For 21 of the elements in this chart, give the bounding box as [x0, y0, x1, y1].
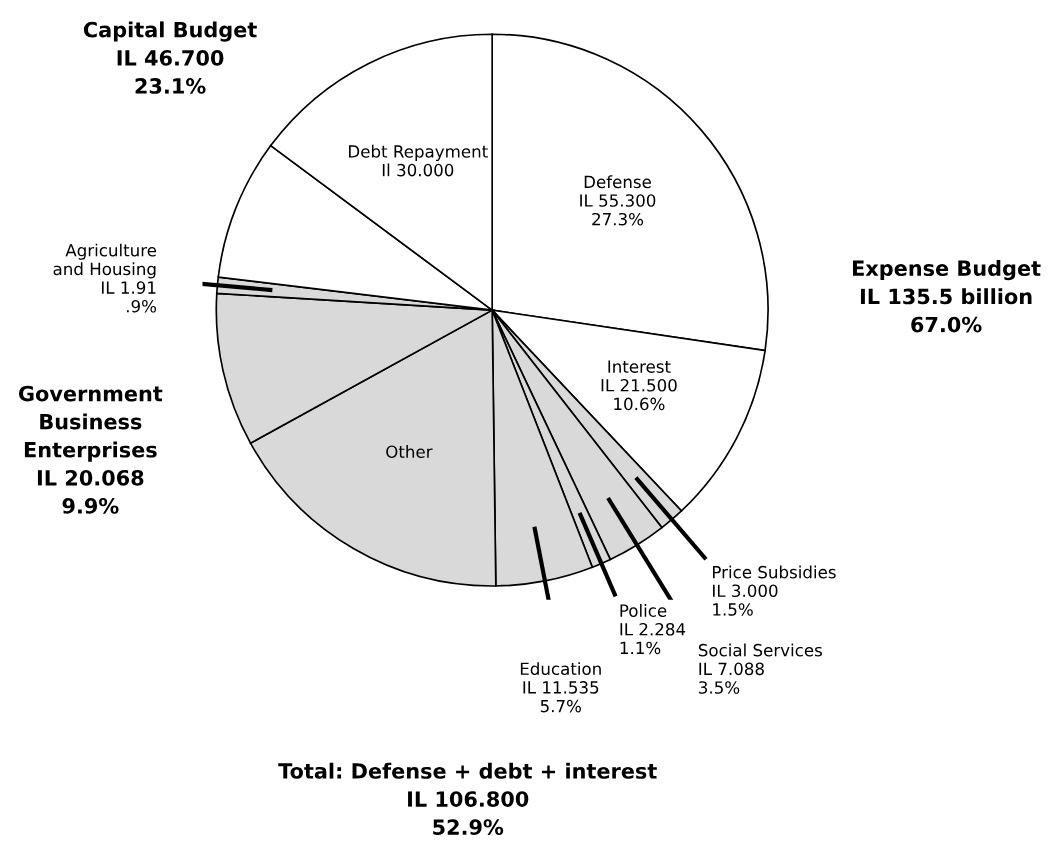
text: Expense Budget IL 135.5 billion 67.0% [853, 259, 1041, 333]
data-label: Il 30.000 [382, 163, 454, 177]
data-label: IL 7.088 3.5% [699, 662, 764, 694]
slice-label: Debt Repayment [349, 144, 488, 161]
slice-label: Education [520, 662, 601, 676]
slice-label: Other [386, 445, 433, 459]
slice-label: Interest [608, 360, 671, 373]
data-label: IL 55.300 27.3% [580, 194, 656, 226]
text: Total: Defense + debt + interest IL 106.800 52.9% [278, 762, 657, 835]
slice-label: Agriculture and Housing [53, 243, 157, 279]
slice-label: Defense [584, 175, 651, 189]
slice-label: Price Subsidies [713, 565, 836, 579]
data-label: IL 21.500 10.6% [601, 378, 677, 411]
data-label: IL 3.000 1.5% [713, 584, 778, 616]
text: Capital Budget IL 46.700 23.1% [83, 21, 257, 94]
text: Government Business Enterprises IL 20.068 9.9% [18, 385, 163, 514]
slice-label: Police [620, 604, 667, 617]
data-label: IL 2.284 1.1% [620, 622, 686, 655]
data-label: IL 11.535 5.7% [523, 681, 599, 713]
data-label: IL 1.91 .9% [101, 281, 157, 313]
slice-label: Social Services [698, 643, 822, 657]
